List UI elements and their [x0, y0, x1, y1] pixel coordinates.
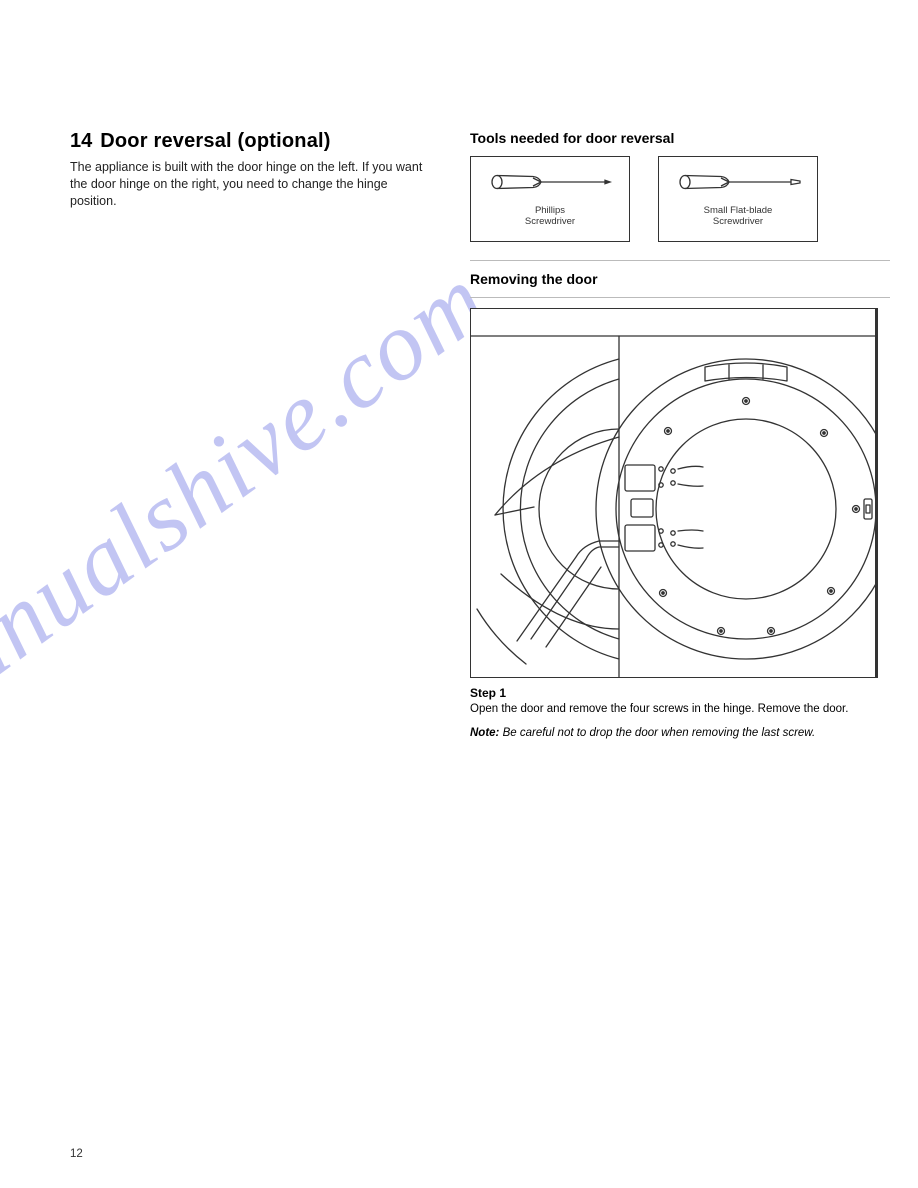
right-column: Tools needed for door reversal Phillips … — [470, 130, 890, 739]
left-column: 14 Door reversal (optional) The applianc… — [70, 130, 430, 210]
section-heading: Removing the door — [470, 271, 890, 287]
appliance-illustration-icon — [471, 309, 877, 677]
tools-heading: Tools needed for door reversal — [470, 130, 890, 146]
page: manualshive.com 14 Door reversal (option… — [0, 0, 918, 1188]
note-label: Note: — [470, 727, 499, 739]
tool-caption: Small Flat-blade Screwdriver — [704, 205, 773, 228]
page-number: 12 — [70, 1148, 83, 1160]
tool-caption-line2: Screwdriver — [713, 216, 763, 227]
door-removal-figure — [470, 308, 878, 678]
tools-row: Phillips Screwdriver Small Flat-blad — [470, 156, 890, 242]
note-text: Be careful not to drop the door when rem… — [499, 727, 815, 739]
divider — [470, 297, 890, 298]
figure-note: Note: Be careful not to drop the door wh… — [470, 727, 890, 739]
flatblade-screwdriver-icon — [673, 167, 803, 197]
tool-caption-line1: Phillips — [535, 205, 565, 216]
step-description: The appliance is built with the door hin… — [70, 159, 430, 210]
step-number: 14 — [70, 130, 92, 153]
tool-flatblade-box: Small Flat-blade Screwdriver — [658, 156, 818, 242]
tool-caption: Phillips Screwdriver — [525, 205, 575, 228]
tool-caption-line1: Small Flat-blade — [704, 205, 773, 216]
figure-step-label: Step 1 — [470, 686, 890, 700]
figure-step-text: Open the door and remove the four screws… — [470, 702, 890, 717]
divider — [470, 260, 890, 261]
phillips-screwdriver-icon — [485, 167, 615, 197]
tool-phillips-box: Phillips Screwdriver — [470, 156, 630, 242]
step-title: Door reversal (optional) — [100, 130, 330, 153]
tool-caption-line2: Screwdriver — [525, 216, 575, 227]
step-title-row: 14 Door reversal (optional) — [70, 130, 430, 153]
